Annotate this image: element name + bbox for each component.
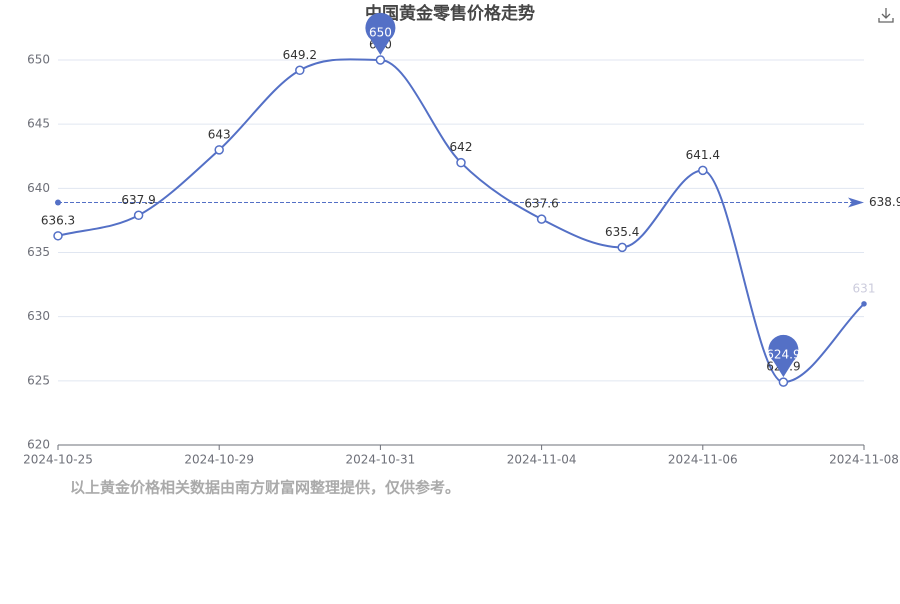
data-label: 637.9 <box>121 193 155 207</box>
x-tick-label: 2024-10-29 <box>184 453 254 467</box>
data-label: 641.4 <box>686 148 720 162</box>
data-point <box>456 157 466 168</box>
download-button[interactable] <box>878 8 894 23</box>
data-point <box>53 231 63 241</box>
y-tick-label: 650 <box>27 53 50 67</box>
data-point <box>536 214 547 224</box>
y-tick-label: 625 <box>27 373 50 387</box>
chart-title: 中国黄金零售价格走势 <box>365 3 535 24</box>
data-point <box>133 210 144 221</box>
data-label: 636.3 <box>41 213 75 227</box>
average-start <box>55 199 61 206</box>
mark-pin-label: 624.9 <box>766 348 800 362</box>
data-point <box>778 377 789 387</box>
data-label: 631 <box>853 281 876 295</box>
footnote: 以上黄金价格相关数据由南方财富网整理提供，仅供参考。 <box>70 479 460 497</box>
x-tick-label: 2024-10-25 <box>23 453 93 467</box>
y-tick-label: 640 <box>27 181 50 195</box>
mark-pin-label: 650 <box>369 26 392 40</box>
y-tick-label: 635 <box>27 245 50 259</box>
average-label: 638.9 <box>869 195 900 209</box>
x-tick-label: 2024-10-31 <box>346 453 416 467</box>
data-point <box>214 145 224 155</box>
y-tick-label: 645 <box>27 117 50 131</box>
data-point <box>861 301 867 307</box>
data-label: 649.2 <box>283 48 317 62</box>
data-label: 635.4 <box>605 225 639 239</box>
data-label: 637.6 <box>524 197 558 211</box>
x-tick-label: 2024-11-06 <box>668 453 738 467</box>
data-label: 642 <box>450 140 473 154</box>
data-point <box>698 165 708 176</box>
download-icon <box>878 8 894 23</box>
y-tick-label: 620 <box>27 438 50 452</box>
data-point <box>375 55 386 65</box>
data-label: 643 <box>208 127 231 141</box>
series-line <box>57 58 865 384</box>
data-point <box>295 65 305 76</box>
data-point <box>617 242 627 253</box>
y-tick-label: 630 <box>27 309 50 323</box>
x-tick-label: 2024-11-04 <box>507 453 577 467</box>
mark-pin <box>365 12 396 55</box>
x-tick-label: 2024-11-08 <box>829 453 899 467</box>
average-arrow <box>848 197 864 208</box>
mark-pin <box>768 334 799 378</box>
